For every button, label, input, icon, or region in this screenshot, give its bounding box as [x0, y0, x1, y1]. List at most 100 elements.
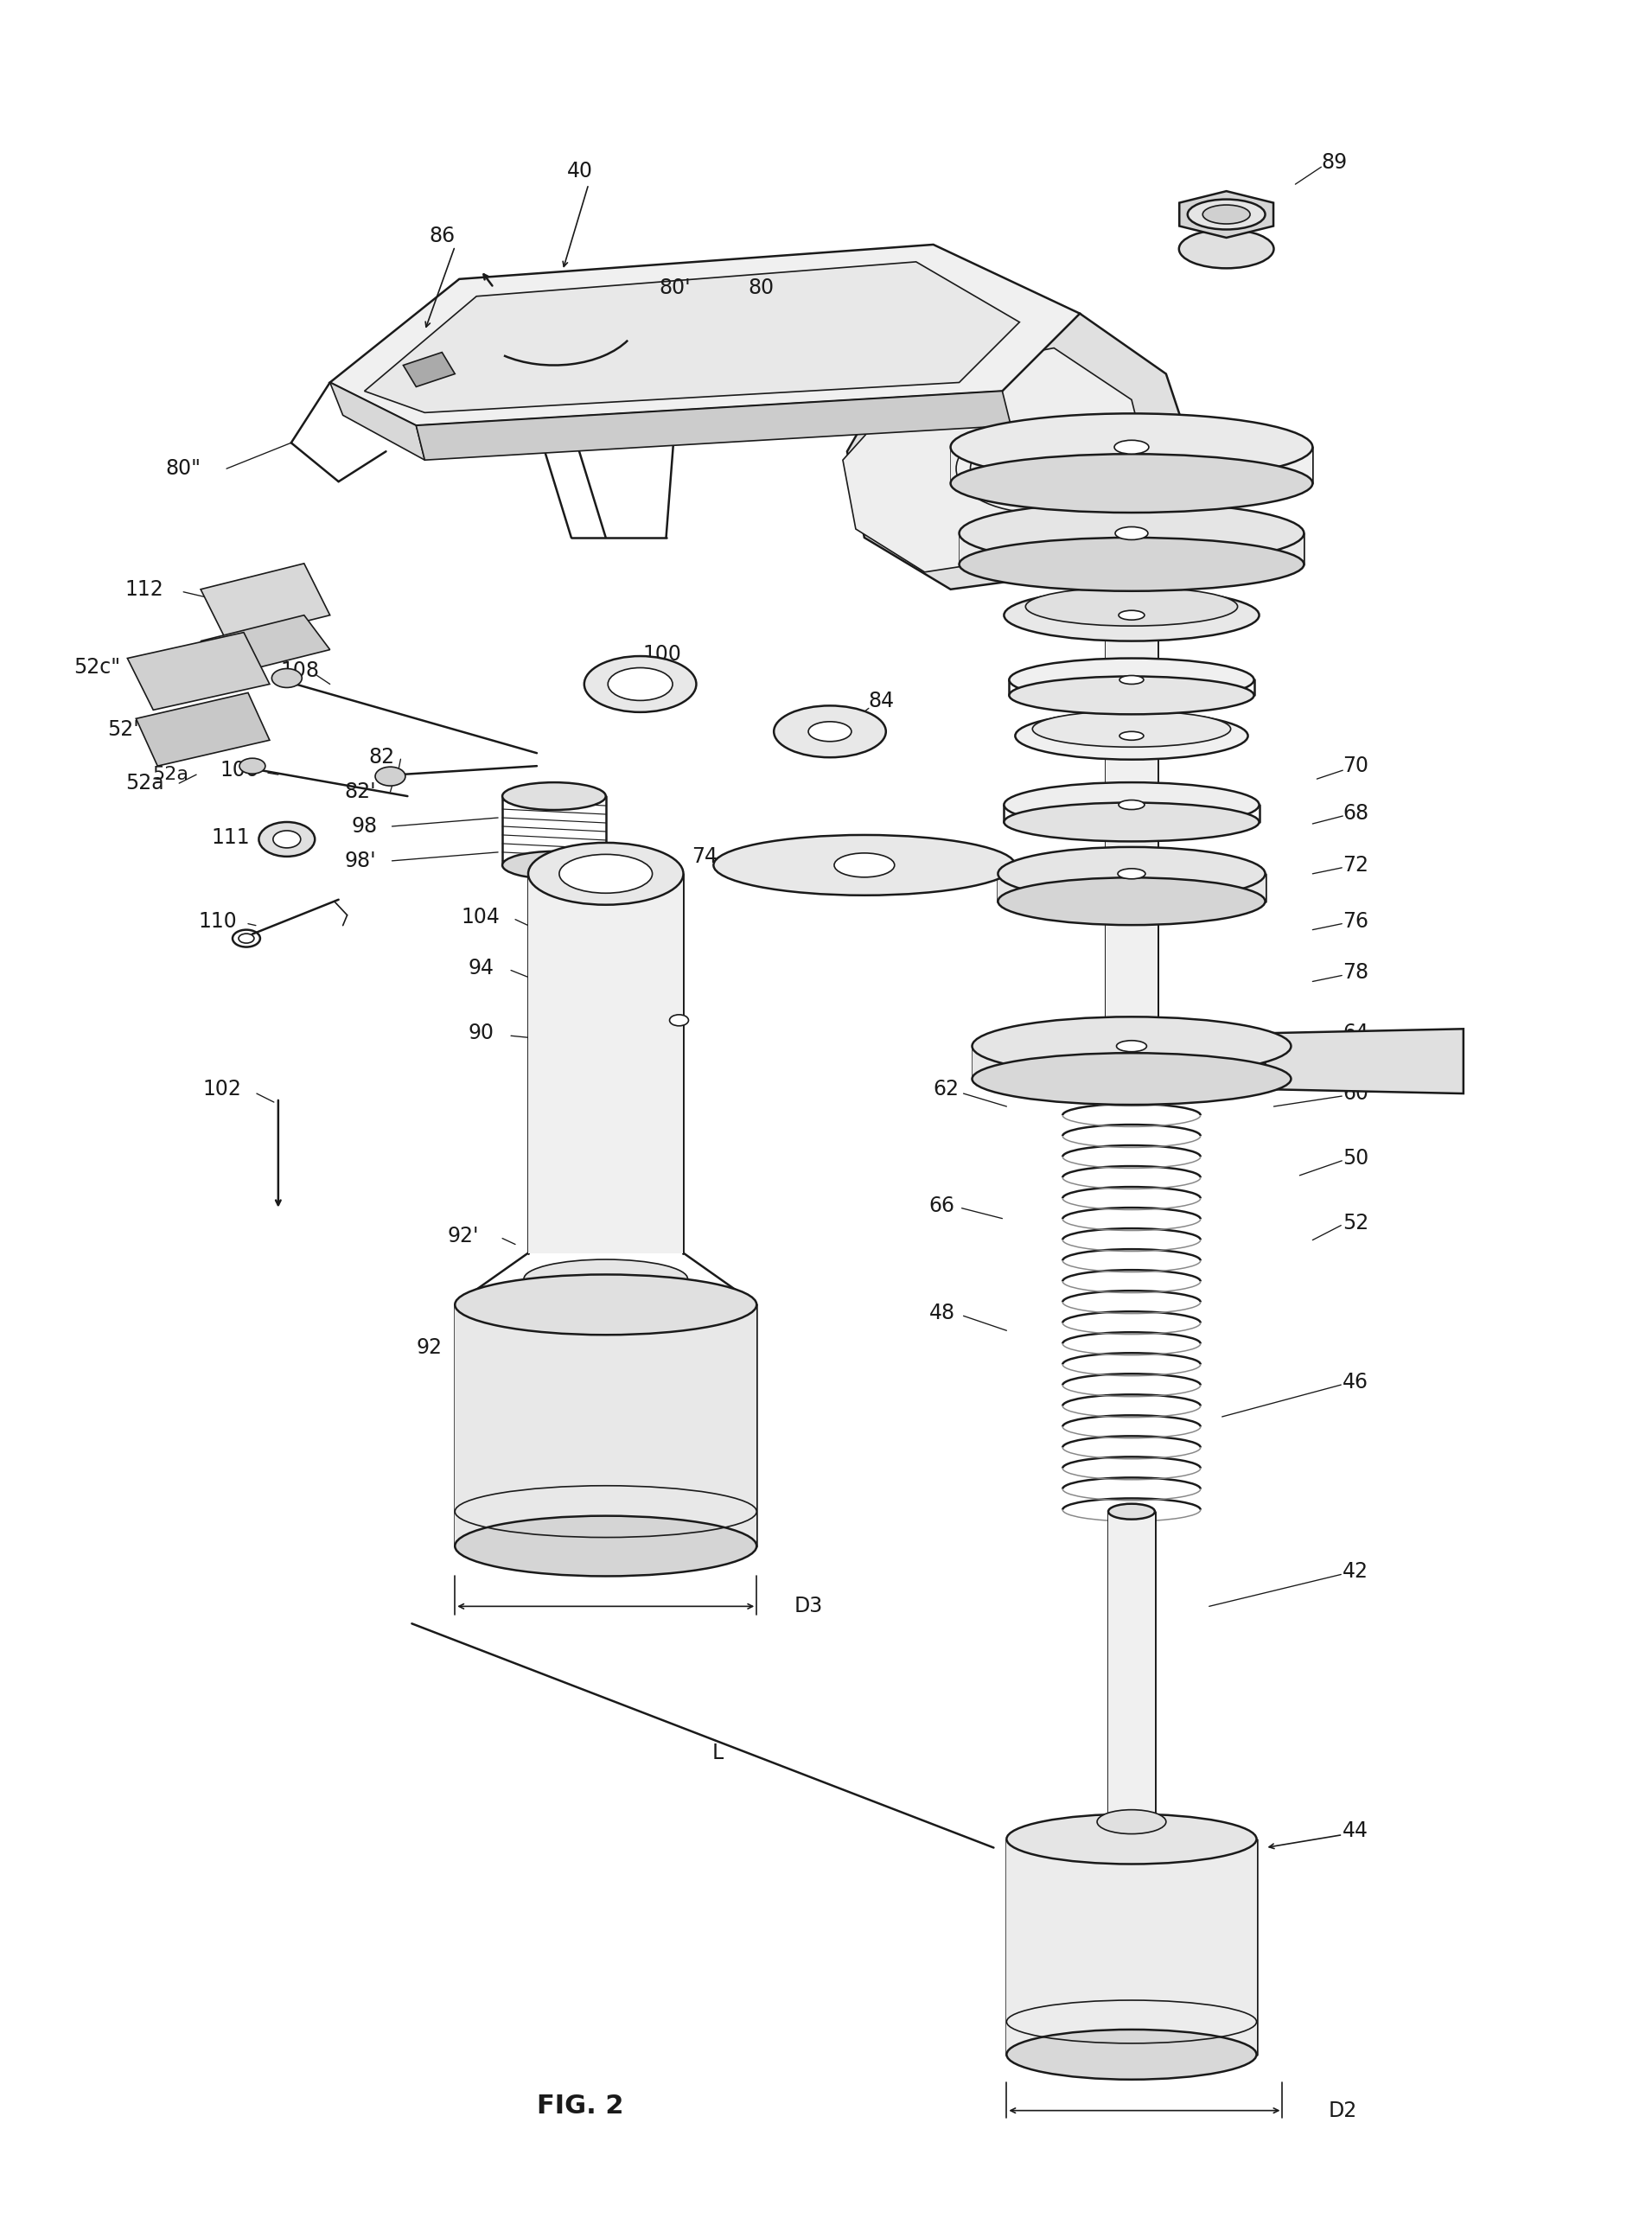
Ellipse shape: [971, 1017, 1290, 1075]
Text: 112: 112: [126, 580, 164, 600]
Ellipse shape: [1026, 587, 1237, 627]
Polygon shape: [365, 261, 1019, 413]
Text: 44: 44: [1343, 1820, 1368, 1841]
Ellipse shape: [998, 877, 1265, 926]
Ellipse shape: [834, 852, 894, 877]
Text: 52': 52': [107, 718, 139, 741]
Ellipse shape: [1118, 801, 1145, 810]
Text: 78: 78: [1343, 962, 1370, 984]
Polygon shape: [127, 631, 269, 709]
Ellipse shape: [1108, 1504, 1155, 1519]
Ellipse shape: [585, 656, 695, 712]
Ellipse shape: [960, 502, 1303, 564]
Text: 68: 68: [1343, 803, 1370, 823]
Polygon shape: [843, 348, 1148, 571]
Text: 50: 50: [1343, 1147, 1370, 1169]
Text: 60: 60: [1343, 1082, 1368, 1104]
Text: 94: 94: [468, 957, 494, 979]
Ellipse shape: [1117, 1040, 1146, 1051]
Polygon shape: [200, 616, 330, 676]
Text: 86: 86: [430, 225, 454, 245]
Ellipse shape: [502, 783, 606, 810]
Text: 40: 40: [567, 161, 593, 181]
Ellipse shape: [998, 848, 1265, 901]
Ellipse shape: [1009, 658, 1254, 701]
Text: 52a: 52a: [152, 765, 188, 783]
Text: 76: 76: [1343, 910, 1368, 933]
Ellipse shape: [971, 1053, 1290, 1104]
Polygon shape: [135, 694, 269, 765]
Polygon shape: [330, 382, 425, 460]
Ellipse shape: [1120, 676, 1143, 685]
Text: 110: 110: [198, 910, 238, 933]
Bar: [998, 875, 1265, 901]
Ellipse shape: [950, 413, 1313, 480]
Text: 102: 102: [203, 1080, 241, 1100]
Text: 98: 98: [352, 817, 377, 837]
Text: 72: 72: [1343, 854, 1368, 875]
Text: 92: 92: [416, 1336, 443, 1359]
Text: D2: D2: [1328, 2099, 1356, 2122]
Text: 92': 92': [448, 1225, 479, 1247]
Bar: [1006, 1838, 1257, 2055]
Polygon shape: [403, 352, 454, 386]
Text: 80': 80': [659, 277, 691, 299]
Ellipse shape: [808, 721, 851, 741]
Text: 90: 90: [468, 1022, 494, 1044]
Text: 108: 108: [281, 660, 319, 683]
Bar: [960, 533, 1303, 564]
Text: 89: 89: [1322, 152, 1346, 174]
Bar: [1105, 899, 1158, 1042]
Ellipse shape: [669, 1015, 689, 1026]
Text: 42: 42: [1343, 1562, 1368, 1582]
Ellipse shape: [1188, 199, 1265, 230]
Text: 48: 48: [928, 1303, 955, 1323]
Text: 82': 82': [344, 781, 377, 803]
Bar: [1108, 1513, 1155, 1827]
Ellipse shape: [950, 453, 1313, 513]
Polygon shape: [200, 564, 330, 640]
Text: 52a: 52a: [126, 772, 164, 794]
Ellipse shape: [608, 667, 672, 701]
Text: 62: 62: [933, 1080, 960, 1100]
Text: 100: 100: [643, 643, 681, 665]
Text: 98': 98': [344, 850, 377, 870]
Text: 106: 106: [220, 761, 259, 781]
Text: 80": 80": [165, 457, 202, 480]
Ellipse shape: [714, 834, 1016, 895]
Ellipse shape: [1097, 1809, 1166, 1834]
Bar: [454, 1305, 757, 1546]
Text: 64: 64: [1343, 1022, 1368, 1044]
Ellipse shape: [454, 1274, 757, 1334]
Ellipse shape: [375, 767, 405, 785]
Ellipse shape: [560, 854, 653, 892]
Ellipse shape: [1118, 868, 1145, 879]
Ellipse shape: [1004, 803, 1259, 841]
Ellipse shape: [502, 852, 606, 879]
Text: 46: 46: [1343, 1372, 1368, 1392]
Ellipse shape: [524, 1261, 687, 1298]
Ellipse shape: [960, 538, 1303, 591]
Bar: [971, 1046, 1290, 1080]
Text: 82: 82: [368, 747, 395, 767]
Text: 84: 84: [869, 692, 895, 712]
Polygon shape: [847, 315, 1191, 589]
Ellipse shape: [1004, 589, 1259, 640]
Ellipse shape: [1032, 712, 1231, 747]
Ellipse shape: [1006, 2030, 1257, 2079]
Ellipse shape: [1016, 712, 1247, 759]
Text: 52: 52: [1343, 1211, 1370, 1234]
Bar: [529, 875, 684, 1254]
Text: 70: 70: [1343, 756, 1368, 776]
Text: 104: 104: [461, 906, 501, 928]
Bar: [1105, 446, 1158, 1046]
Ellipse shape: [273, 669, 302, 687]
Ellipse shape: [454, 1515, 757, 1575]
Ellipse shape: [1004, 783, 1259, 828]
Text: 98": 98": [588, 683, 623, 703]
Ellipse shape: [1203, 205, 1251, 223]
Text: 52c": 52c": [74, 656, 121, 678]
Ellipse shape: [1115, 527, 1148, 540]
Ellipse shape: [1118, 611, 1145, 620]
Ellipse shape: [1006, 1814, 1257, 1865]
